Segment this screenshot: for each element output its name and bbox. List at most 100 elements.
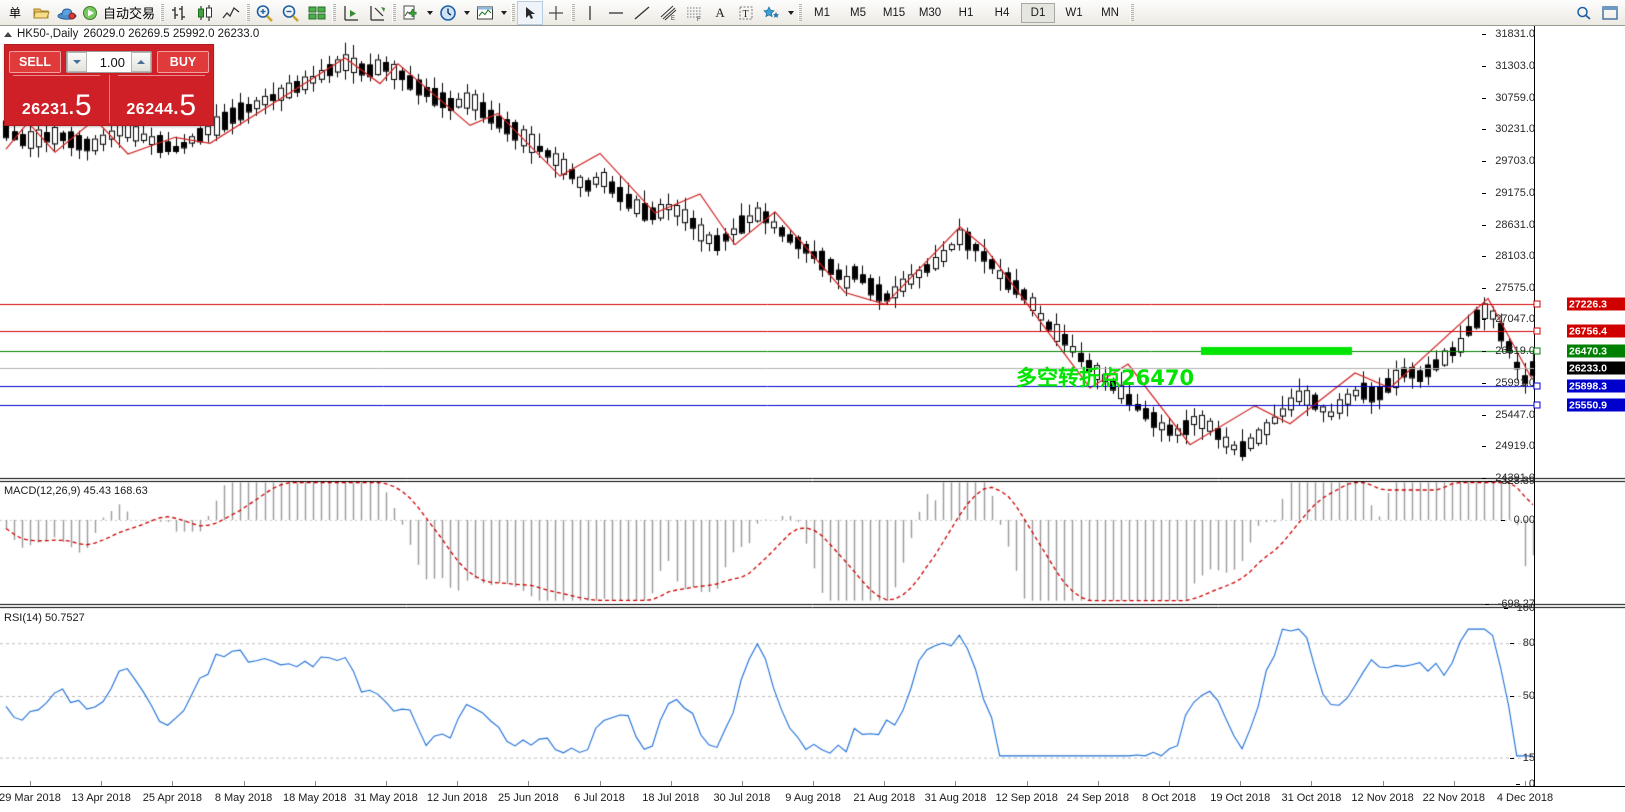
- chevron-down-icon-3[interactable]: [498, 1, 509, 25]
- arrow-cursor-icon[interactable]: [517, 0, 544, 25]
- folder-icon[interactable]: [28, 1, 54, 25]
- time-tick-mark: [314, 781, 316, 786]
- objects-icon[interactable]: [759, 1, 785, 25]
- time-tick-label: 12 Sep 2018: [995, 792, 1058, 804]
- volume-value[interactable]: 1.00: [99, 54, 125, 70]
- price-tick: 24391.0: [1482, 472, 1535, 484]
- new-order-label: 单: [8, 6, 21, 20]
- search-icon[interactable]: [1571, 1, 1597, 25]
- price-line-handle[interactable]: [1533, 327, 1541, 335]
- hat-icon[interactable]: [54, 1, 80, 25]
- sell-button[interactable]: SELL: [9, 51, 61, 73]
- volume-decrease-button[interactable]: [67, 52, 87, 72]
- chevron-down-icon-2[interactable]: [461, 1, 472, 25]
- chart-shift-icon[interactable]: [364, 1, 390, 25]
- price-tag-support-1[interactable]: 25898.3: [1567, 379, 1625, 393]
- fullscreen-icon[interactable]: [1597, 1, 1623, 25]
- horizontal-line-icon[interactable]: [603, 1, 629, 25]
- text-a-icon[interactable]: A: [715, 4, 725, 20]
- time-tick-mark: [1525, 781, 1526, 786]
- clock-icon[interactable]: [435, 1, 461, 25]
- rsi-tick: 15: [1509, 752, 1535, 764]
- timeframe-h4[interactable]: H4: [994, 6, 1010, 19]
- crosshair-icon[interactable]: [543, 1, 569, 25]
- svg-text:F: F: [697, 17, 701, 22]
- time-tick-mark: [1382, 781, 1384, 786]
- price-line-handle[interactable]: [1533, 300, 1541, 308]
- svg-text:T: T: [743, 9, 749, 20]
- buy-price[interactable]: 26244 . 5: [108, 75, 214, 123]
- new-order-button[interactable]: 单: [2, 1, 28, 25]
- one-click-trading-panel[interactable]: SELL 1.00 BUY 26231 . 5 26244: [4, 44, 214, 126]
- price-tick: 31831.0: [1482, 28, 1535, 40]
- autotrading-icon[interactable]: [80, 1, 100, 25]
- volume-increase-button[interactable]: [131, 52, 151, 72]
- timeframe-h1[interactable]: H1: [958, 6, 974, 19]
- timeframe-m5[interactable]: M5: [850, 6, 866, 19]
- price-tick: 26519.0: [1482, 345, 1535, 357]
- autotrading-button[interactable]: 自动交易: [100, 1, 158, 25]
- price-line-handle[interactable]: [1533, 401, 1541, 409]
- time-tick-mark: [1026, 781, 1028, 786]
- bar-chart-icon[interactable]: [166, 1, 192, 25]
- price-tick: 30231.0: [1482, 123, 1535, 135]
- timeframe-w1[interactable]: W1: [1065, 6, 1083, 19]
- chart-area[interactable]: HK50-,Daily 26029.0 26269.5 25992.0 2623…: [0, 26, 1625, 812]
- toolbar-separator: [158, 3, 166, 23]
- time-tick-mark: [101, 781, 103, 786]
- template-icon[interactable]: [472, 1, 498, 25]
- volume-field[interactable]: 1.00: [66, 51, 152, 73]
- tile-windows-icon[interactable]: [304, 1, 330, 25]
- price-tick: 30759.0: [1482, 92, 1535, 104]
- rsi-tick: 80: [1509, 637, 1535, 649]
- timeframe-m1[interactable]: M1: [814, 6, 830, 19]
- toolbar-separator-6: [569, 3, 577, 23]
- candlestick-icon[interactable]: [192, 1, 218, 25]
- line-chart-icon[interactable]: [218, 1, 244, 25]
- buy-price-fraction: 5: [179, 89, 197, 122]
- buy-button[interactable]: BUY: [157, 51, 209, 73]
- price-tag-resistance-1[interactable]: 27226.3: [1567, 297, 1625, 311]
- time-tick-label: 22 Nov 2018: [1422, 792, 1485, 804]
- indicator-add-icon[interactable]: [398, 1, 424, 25]
- chevron-down-icon-4[interactable]: [785, 1, 796, 25]
- price-tag-support-2[interactable]: 25550.9: [1567, 398, 1625, 412]
- time-tick-mark: [528, 781, 530, 786]
- chevron-down-icon[interactable]: [424, 1, 435, 25]
- vertical-line-icon[interactable]: [577, 1, 603, 25]
- time-tick-label: 31 Oct 2018: [1281, 792, 1342, 804]
- timeframe-m30[interactable]: M30: [918, 6, 942, 19]
- toolbar-separator-8: [1128, 3, 1136, 23]
- price-tag-current-price[interactable]: 26233.0: [1567, 361, 1625, 375]
- time-tick-label: 8 May 2018: [214, 792, 273, 804]
- channel-icon[interactable]: E: [655, 1, 681, 25]
- price-tick: 24919.0: [1482, 440, 1535, 452]
- time-tick-mark: [30, 781, 31, 786]
- time-tick-label: 30 Jul 2018: [713, 792, 771, 804]
- collapse-triangle-icon[interactable]: [4, 31, 12, 37]
- auto-scroll-icon[interactable]: [338, 1, 364, 25]
- timeframe-mn[interactable]: MN: [1101, 6, 1119, 19]
- price-tag-pivot-green[interactable]: 26470.3: [1567, 344, 1625, 358]
- text-label-icon[interactable]: T: [733, 1, 759, 25]
- time-tick-mark: [1097, 781, 1099, 786]
- price-tick: 25991.0: [1482, 377, 1535, 389]
- zoom-out-icon[interactable]: [278, 1, 304, 25]
- sell-underline: [13, 75, 101, 76]
- time-tick-label: 24 Sep 2018: [1066, 792, 1130, 804]
- price-line-handle[interactable]: [1533, 347, 1541, 355]
- zoom-in-icon[interactable]: [252, 1, 278, 25]
- rsi-tick: 50: [1509, 690, 1535, 702]
- timeframe-m15[interactable]: M15: [882, 6, 906, 19]
- price-line-handle[interactable]: [1533, 382, 1541, 390]
- fibonacci-icon[interactable]: F: [681, 1, 707, 25]
- sell-price[interactable]: 26231 . 5: [5, 75, 109, 123]
- buy-underline: [117, 75, 205, 76]
- rsi-tick: 100: [1503, 602, 1535, 614]
- price-tag-resistance-2[interactable]: 26756.4: [1567, 324, 1625, 338]
- time-tick-mark: [1169, 781, 1171, 786]
- timeframe-d1[interactable]: D1: [1021, 2, 1056, 23]
- trendline-icon[interactable]: [629, 1, 655, 25]
- chart-canvas[interactable]: [0, 26, 1625, 812]
- rsi-label: RSI(14) 50.7527: [4, 612, 85, 624]
